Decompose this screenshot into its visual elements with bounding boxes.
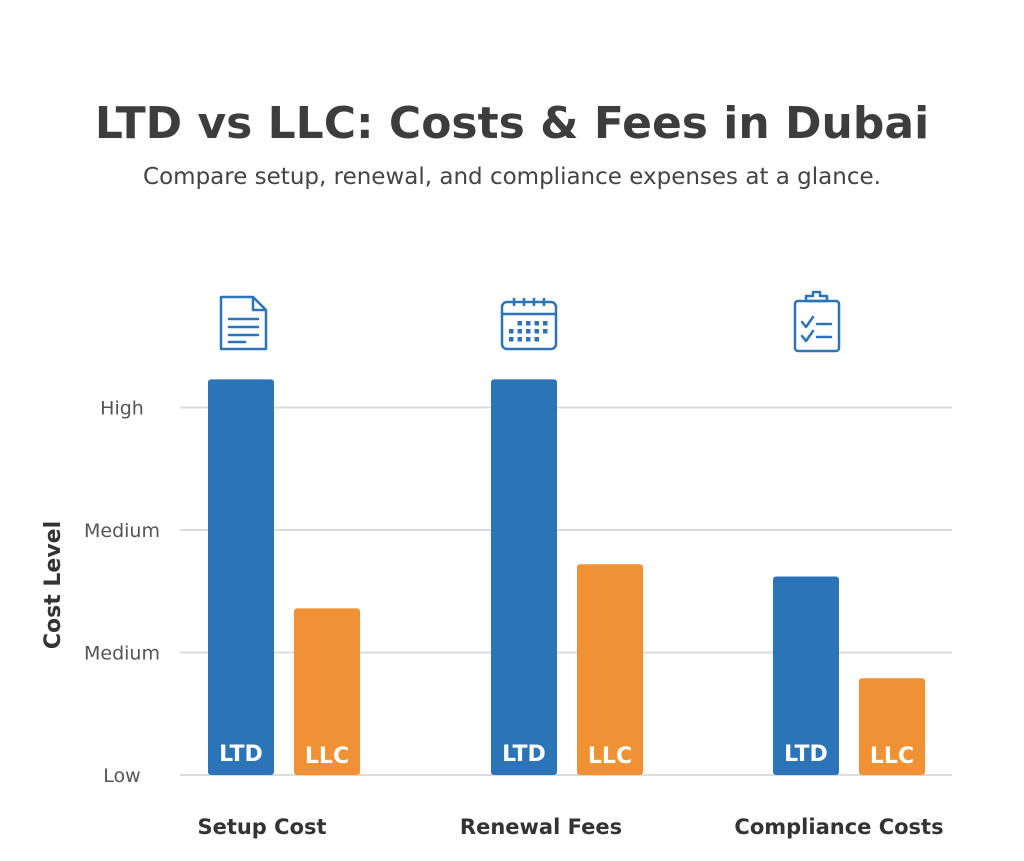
chart-subtitle: Compare setup, renewal, and compliance e… (143, 164, 881, 190)
bar-ltd (491, 379, 557, 775)
bar-ltd (773, 576, 839, 775)
bar-label: LTD (784, 742, 828, 767)
document-icon (219, 295, 268, 351)
y-tick-label: Medium (84, 643, 160, 665)
bar-label: LTD (502, 742, 546, 767)
bar-llc (577, 564, 643, 775)
bar-label: LLC (305, 744, 349, 769)
bar-ltd (208, 379, 274, 775)
y-axis-label: Cost Level (41, 521, 66, 649)
chart-title: LTD vs LLC: Costs & Fees in Dubai (94, 98, 930, 149)
x-tick-label: Renewal Fees (460, 815, 622, 839)
bar-label: LTD (219, 742, 263, 767)
bar-llc (294, 608, 360, 775)
calendar-icon (500, 298, 558, 351)
y-tick-label: High (100, 398, 144, 420)
y-tick-label: Low (103, 765, 140, 787)
bar-label: LLC (870, 744, 914, 769)
bar-llc (859, 678, 925, 775)
checklist-clipboard-icon (793, 290, 841, 353)
x-tick-label: Compliance Costs (734, 815, 943, 839)
x-tick-label: Setup Cost (197, 815, 326, 839)
bar-label: LLC (588, 744, 632, 769)
y-tick-label: Medium (84, 520, 160, 542)
